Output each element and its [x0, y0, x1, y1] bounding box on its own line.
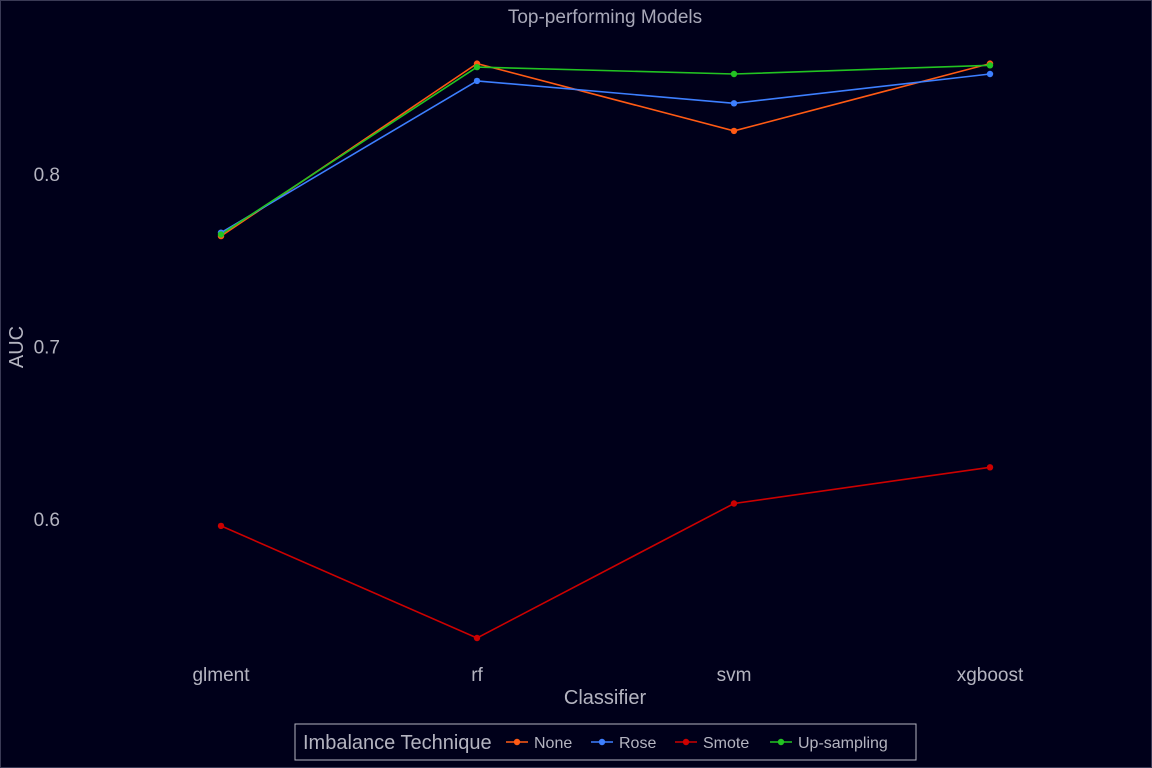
- series-line-rose: [220, 73, 991, 234]
- series-line-none: [220, 62, 991, 237]
- data-point-up-sampling: [473, 63, 481, 71]
- legend-items: None Rose Smote Up-sampling: [506, 735, 888, 752]
- y-tick-label: 0.7: [34, 338, 60, 359]
- data-point-rose: [730, 100, 738, 107]
- y-axis-ticks: 0.6 0.7 0.8: [34, 165, 60, 531]
- series-lines: [220, 62, 991, 639]
- x-axis-title: Classifier: [564, 687, 647, 709]
- legend-label: Rose: [619, 735, 656, 752]
- y-axis-title: AUC: [6, 326, 28, 368]
- data-point-rose: [473, 77, 481, 85]
- series-line-smote: [220, 466, 991, 639]
- legend-key-point: [598, 738, 606, 746]
- data-point-none: [730, 127, 738, 135]
- data-point-rose: [986, 70, 994, 78]
- x-tick-label: svm: [717, 665, 752, 686]
- x-axis-ticks: glment rf svm xgboost: [192, 665, 1024, 686]
- y-tick-label: 0.8: [34, 165, 60, 186]
- series-points: [217, 60, 994, 642]
- legend-box: [294, 723, 917, 761]
- legend-key-point: [682, 738, 690, 746]
- data-point-smote: [473, 634, 481, 642]
- legend-key-point: [513, 738, 521, 746]
- legend-label: None: [534, 735, 572, 752]
- data-point-up-sampling: [217, 231, 225, 238]
- data-point-up-sampling: [986, 62, 994, 69]
- data-point-up-sampling: [730, 70, 738, 78]
- data-point-smote: [217, 522, 225, 530]
- legend: Imbalance Technique None Rose Smote Up-samp…: [294, 723, 917, 761]
- x-tick-label: rf: [471, 665, 483, 686]
- data-point-smote: [986, 464, 994, 471]
- x-tick-label: xgboost: [957, 665, 1024, 686]
- chart-title: Top-performing Models: [508, 7, 702, 28]
- data-point-smote: [730, 500, 738, 507]
- series-line-up-sampling: [220, 64, 991, 236]
- legend-label: Smote: [703, 735, 749, 752]
- x-tick-label: glment: [192, 665, 250, 686]
- y-tick-label: 0.6: [34, 510, 60, 531]
- legend-title: Imbalance Technique: [303, 732, 492, 754]
- legend-label: Up-sampling: [798, 735, 888, 752]
- legend-key-point: [777, 738, 785, 746]
